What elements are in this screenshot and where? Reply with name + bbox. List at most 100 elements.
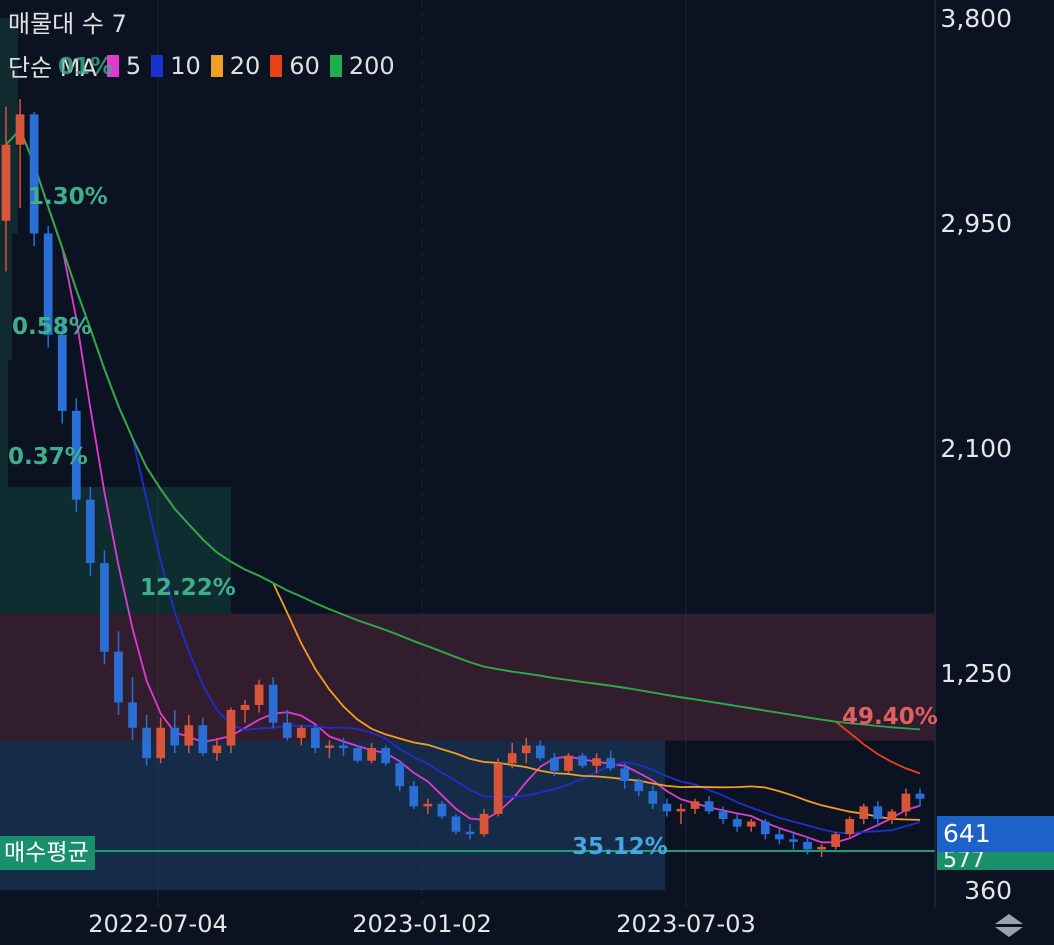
- candle-body: [128, 702, 137, 728]
- candle-body: [339, 745, 348, 749]
- candle-body: [550, 758, 559, 771]
- candle-body: [212, 745, 222, 754]
- x-tick-2: 2023-01-02: [352, 910, 492, 938]
- y-axis-panel: [935, 0, 1054, 945]
- profile-pct-4: 12.22%: [140, 575, 236, 601]
- volume-profile: [0, 18, 935, 890]
- candle-body: [142, 727, 151, 759]
- candle-body: [535, 745, 545, 759]
- candle-body: [226, 710, 236, 746]
- plot-background: [0, 0, 935, 908]
- candle-body: [746, 821, 756, 827]
- ma60-label: 60: [289, 51, 320, 80]
- candle-body: [648, 791, 658, 804]
- candle-body: [760, 821, 770, 835]
- candle-body: [732, 819, 742, 827]
- volume-profile-bar: [0, 613, 935, 741]
- volume-profile-bar: [0, 360, 8, 487]
- x-tick-3: 2023-07-03: [616, 910, 756, 938]
- moving-average-lines: [5, 127, 921, 844]
- candle-body: [353, 748, 362, 761]
- candle-body: [437, 803, 447, 817]
- ma60-swatch: [270, 54, 283, 77]
- candle-body: [831, 834, 840, 847]
- candle-body: [817, 846, 826, 850]
- candle-body: [479, 813, 489, 835]
- candle-body: [71, 410, 81, 500]
- candle-body: [409, 786, 419, 807]
- y-tick-3800: 3,800: [940, 4, 1012, 33]
- candle-body: [325, 745, 334, 749]
- candlesticks: [1, 99, 925, 858]
- candle-body: [268, 684, 278, 723]
- ma-legend: 단순 MA 5 10 20 60 200: [8, 48, 395, 83]
- candle-body: [592, 758, 601, 766]
- candle-body: [423, 803, 433, 807]
- candle-body: [493, 763, 503, 814]
- candle-body: [690, 801, 700, 809]
- candle-body: [887, 811, 897, 820]
- candle-body: [198, 725, 208, 754]
- candle-body: [15, 114, 25, 145]
- ma20-label: 20: [229, 51, 261, 80]
- candle-body: [43, 233, 53, 335]
- candle-body: [86, 499, 95, 563]
- y-tick-2950: 2,950: [940, 209, 1012, 238]
- candle-body: [170, 727, 180, 746]
- y-tick-360: 360: [964, 876, 1012, 905]
- candle-body: [718, 811, 728, 820]
- candle-body: [367, 748, 376, 761]
- candle-body: [845, 819, 855, 835]
- y-tick-1250: 1,250: [940, 659, 1012, 688]
- candle-body: [100, 563, 109, 652]
- candle-body: [606, 758, 616, 769]
- ma-200-line: [5, 127, 921, 731]
- ma5-swatch: [106, 54, 119, 77]
- candle-body: [29, 114, 39, 234]
- indicator-title: 매물대 수 7: [8, 10, 127, 38]
- profile-pct-3: 0.37%: [8, 444, 88, 470]
- current-price-badge: 641: [937, 816, 1054, 852]
- candle-body: [114, 651, 123, 703]
- avg-buy-badge: 매수평균: [0, 836, 95, 870]
- axis-scale-icon[interactable]: [992, 912, 1026, 938]
- candle-body: [395, 763, 405, 787]
- profile-pct-6: 35.12%: [572, 834, 668, 860]
- candle-body: [507, 753, 517, 764]
- candle-body: [803, 841, 812, 850]
- candle-body: [156, 727, 166, 759]
- candle-body: [859, 806, 869, 820]
- candle-body: [775, 834, 784, 840]
- candle-body: [676, 808, 686, 812]
- candle-body: [789, 839, 798, 842]
- ma10-label: 10: [170, 51, 201, 80]
- candle-body: [578, 755, 587, 766]
- candle-body: [521, 745, 531, 754]
- volume-profile-bar: [0, 233, 12, 361]
- volume-profile-bar: [0, 18, 18, 145]
- candle-body: [564, 755, 573, 771]
- candle-body: [901, 793, 911, 812]
- ma-legend-label: 단순 MA: [8, 54, 97, 82]
- ma200-swatch: [329, 54, 342, 77]
- profile-pct-5: 49.40%: [842, 704, 938, 730]
- profile-pct-2: 0.58%: [12, 314, 92, 340]
- ma-10-line: [5, 127, 921, 835]
- candle-body: [634, 781, 644, 792]
- candle-body: [381, 748, 391, 764]
- candle-body: [240, 704, 250, 711]
- candle-body: [282, 722, 292, 738]
- candle-body: [662, 803, 672, 812]
- profile-pct-1: 1.30%: [28, 184, 108, 210]
- ma5-label: 5: [125, 51, 142, 80]
- candle-body: [184, 725, 194, 746]
- candle-body: [620, 768, 630, 781]
- candle-body: [296, 727, 306, 738]
- avg-price-badge: 577: [937, 852, 1054, 870]
- candle-body: [704, 801, 714, 812]
- candle-body: [451, 816, 461, 832]
- profile-pct-top: 01%: [58, 54, 114, 80]
- candle-body: [873, 806, 883, 820]
- candle-body: [254, 684, 264, 705]
